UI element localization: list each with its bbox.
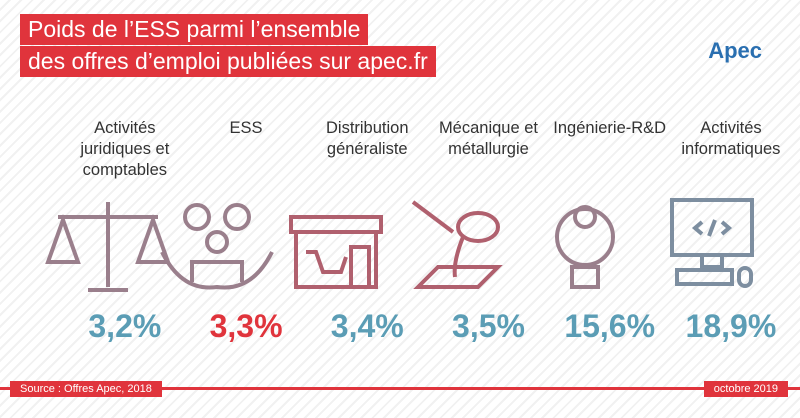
source: Source : Offres Apec, 2018 <box>10 381 162 397</box>
category-column: ESS <box>181 118 311 188</box>
category-box: Activités informatiques <box>666 118 796 188</box>
category-column: Ingénierie-R&D <box>545 118 675 188</box>
value-label: 15,6% <box>564 308 656 344</box>
category-column: Mécanique et métallurgie <box>423 118 553 188</box>
category-label: Ingénierie-R&D <box>553 119 667 137</box>
icon-scales <box>45 202 171 292</box>
title-line: Poids de l’ESS parmi l’ensemble <box>20 14 369 45</box>
category-label: Mécanique et métallurgie <box>438 119 539 158</box>
icon-computer <box>670 198 754 288</box>
icon-family <box>160 203 274 290</box>
category-label: Activités juridiques et comptables <box>80 119 170 179</box>
category-label: Distribution généraliste <box>325 119 409 158</box>
value-label: 3,3% <box>209 308 283 344</box>
icon-shop <box>289 215 383 289</box>
logo: Apec <box>708 38 762 63</box>
footer-bar <box>0 387 800 390</box>
category-label: ESS <box>229 119 263 137</box>
category-column: Distribution généraliste <box>302 118 432 188</box>
value-label: 3,4% <box>330 308 404 344</box>
category-box: ESS <box>181 118 311 188</box>
value-label: 18,9% <box>685 308 777 344</box>
value-label: 3,5% <box>452 308 525 344</box>
category-box: Mécanique et métallurgie <box>423 118 553 188</box>
icon-metal <box>411 200 503 289</box>
category-box: Ingénierie-R&D <box>545 118 675 188</box>
value-label: 3,2% <box>88 308 162 344</box>
title-line: des offres d’emploi publiées sur apec.fr <box>20 46 436 77</box>
category-column: Activités informatiques <box>666 118 796 188</box>
category-box: Distribution généraliste <box>302 118 432 188</box>
category-box: Activités juridiques et comptables <box>60 118 190 188</box>
category-label: Activités informatiques <box>681 119 781 158</box>
date: octobre 2019 <box>703 381 788 397</box>
icon-bulb <box>555 205 615 289</box>
category-column: Activités juridiques et comptables <box>60 118 190 188</box>
